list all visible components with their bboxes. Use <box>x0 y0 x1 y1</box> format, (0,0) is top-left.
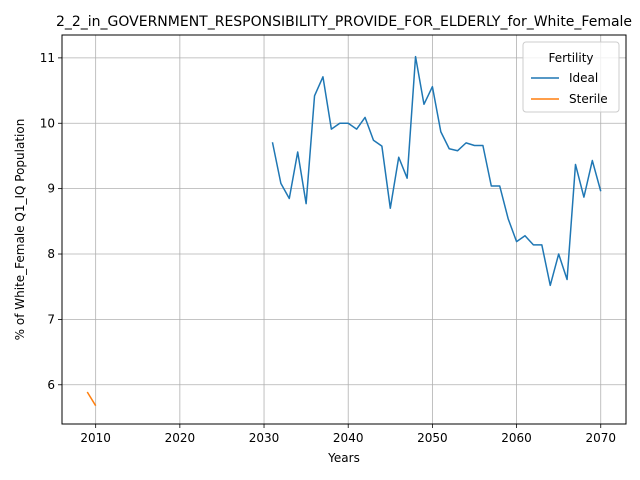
y-tick-label: 8 <box>47 247 55 261</box>
plot-series <box>86 55 602 407</box>
series-line-sterile <box>86 391 97 407</box>
legend: Fertility Ideal Sterile <box>522 41 620 113</box>
legend-entries: Ideal Sterile <box>531 71 608 106</box>
x-axis-ticks: 2010 2020 2030 2040 2050 2060 2070 <box>80 424 616 445</box>
x-tick-label: 2040 <box>333 431 364 445</box>
x-tick-label: 2030 <box>249 431 280 445</box>
legend-label: Ideal <box>569 71 598 85</box>
series-line-ideal <box>271 55 602 287</box>
x-tick-label: 2020 <box>165 431 196 445</box>
x-tick-label: 2010 <box>80 431 111 445</box>
legend-label: Sterile <box>569 92 608 106</box>
y-tick-label: 7 <box>47 312 55 326</box>
chart-title: 2_2_in_GOVERNMENT_RESPONSIBILITY_PROVIDE… <box>56 14 632 30</box>
x-axis-label: Years <box>327 451 360 465</box>
plot-frame <box>61 34 627 425</box>
y-tick-label: 11 <box>40 51 55 65</box>
x-tick-label: 2050 <box>417 431 448 445</box>
x-tick-label: 2070 <box>585 431 616 445</box>
y-axis-label: % of White_Female Q1_IQ Population <box>13 119 27 341</box>
y-tick-label: 10 <box>40 116 55 130</box>
y-tick-label: 9 <box>47 182 55 196</box>
y-tick-label: 6 <box>47 378 55 392</box>
legend-title: Fertility <box>548 51 593 65</box>
legend-box <box>522 41 620 113</box>
y-axis-ticks: 6 7 8 9 10 11 <box>40 51 62 392</box>
x-tick-label: 2060 <box>501 431 532 445</box>
